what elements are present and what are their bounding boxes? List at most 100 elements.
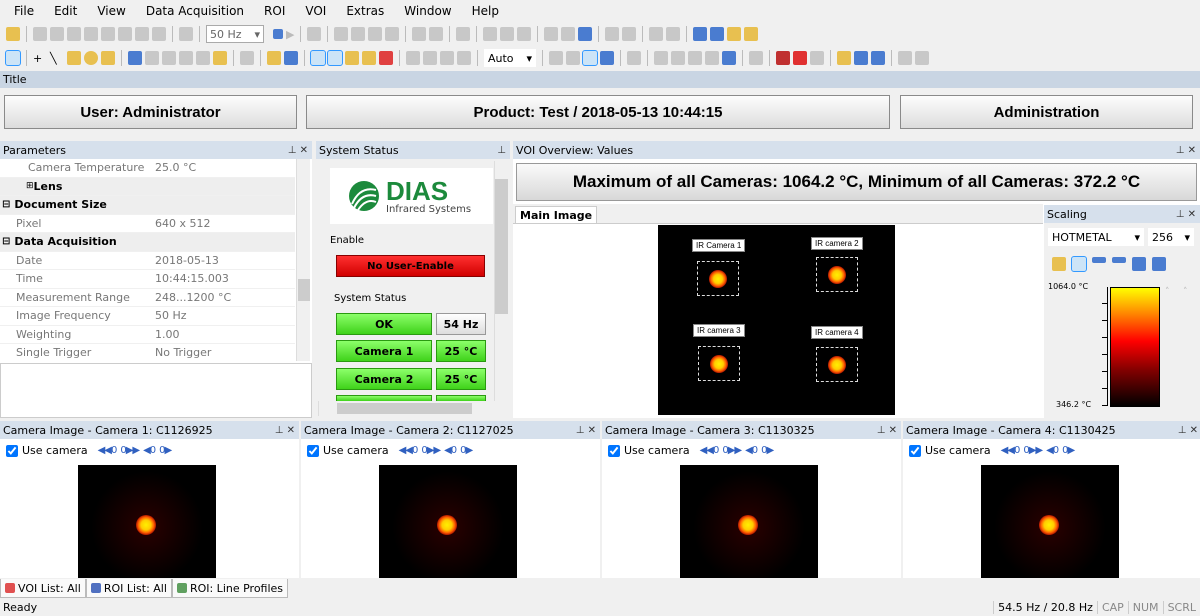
- roi-camera-3[interactable]: [698, 346, 740, 381]
- properties-icon[interactable]: [240, 51, 254, 65]
- forward-icon[interactable]: [351, 27, 366, 41]
- layout-icon[interactable]: [6, 27, 20, 41]
- scale-top-icon[interactable]: [1092, 257, 1106, 263]
- play-icon[interactable]: ▶: [286, 27, 295, 41]
- step-forward-icon[interactable]: 0▶: [159, 445, 172, 456]
- zoom-in-icon[interactable]: [549, 51, 563, 65]
- save-icon[interactable]: [284, 51, 298, 65]
- main-ir-image[interactable]: IR Camera 1 IR camera 2 IR camera 3 IR c…: [658, 225, 895, 415]
- select-all-icon[interactable]: [213, 51, 227, 65]
- menu-view[interactable]: View: [97, 3, 126, 18]
- collapse-icon[interactable]: ⊟: [2, 236, 11, 248]
- pin-icon[interactable]: ⊥: [497, 144, 506, 156]
- step-back-icon[interactable]: ◀0: [444, 445, 457, 456]
- step-back-icon[interactable]: [368, 27, 383, 41]
- camera-ir-image[interactable]: [379, 465, 517, 578]
- menu-file[interactable]: File: [14, 3, 35, 18]
- arrange-3-icon[interactable]: [440, 51, 454, 65]
- ellipse-icon[interactable]: [84, 51, 98, 65]
- arrange-1-icon[interactable]: [406, 51, 420, 65]
- pin-close-icons[interactable]: ⊥ ✕: [1177, 424, 1198, 436]
- undo-icon[interactable]: [128, 51, 142, 65]
- menu-help[interactable]: Help: [471, 3, 499, 18]
- arrange-2-icon[interactable]: [423, 51, 437, 65]
- pin-close-icons[interactable]: ⊥ ✕: [287, 144, 308, 156]
- crosshair-icon[interactable]: +: [33, 51, 43, 65]
- forward-icon[interactable]: 0▶▶: [722, 445, 742, 456]
- voi-avg-icon[interactable]: [810, 51, 824, 65]
- property-row[interactable]: ⊟ Document Size: [0, 196, 295, 215]
- step-forward-icon[interactable]: [385, 27, 400, 41]
- import-icon[interactable]: [727, 27, 742, 41]
- property-row[interactable]: Time 10:44:15.003: [0, 270, 295, 289]
- step-back-icon[interactable]: ◀0: [745, 445, 758, 456]
- arrow-right-icon[interactable]: [710, 27, 725, 41]
- open-icon[interactable]: [267, 51, 281, 65]
- roi-camera-2[interactable]: [816, 257, 858, 292]
- scroll-thumb[interactable]: [337, 403, 472, 414]
- no-user-enable-button[interactable]: No User-Enable: [336, 255, 485, 277]
- duplicate-icon[interactable]: [179, 51, 193, 65]
- system-status-vscroll[interactable]: [494, 161, 508, 401]
- scroll-thumb[interactable]: [495, 179, 508, 314]
- align-middle-icon[interactable]: [666, 27, 681, 41]
- arrange-4-icon[interactable]: [457, 51, 471, 65]
- menu-voi[interactable]: VOI: [305, 3, 327, 18]
- view-8-icon[interactable]: [152, 27, 166, 41]
- tab-main-image[interactable]: Main Image: [515, 206, 598, 224]
- flip-4-icon[interactable]: [705, 51, 719, 65]
- property-row[interactable]: Measurement Range 248...1200 °C: [0, 288, 295, 307]
- frequency-select[interactable]: 50 Hz ▾: [206, 25, 264, 43]
- window-icon[interactable]: [179, 27, 193, 41]
- forward-icon[interactable]: 0▶▶: [120, 445, 140, 456]
- camera-ir-image[interactable]: [680, 465, 818, 578]
- rectangle-icon[interactable]: [67, 51, 81, 65]
- tools-icon[interactable]: [622, 27, 637, 41]
- view-6-icon[interactable]: [118, 27, 132, 41]
- system-status-hscroll[interactable]: [318, 401, 494, 416]
- rewind-icon[interactable]: ◀◀0: [699, 445, 720, 456]
- pin-close-icons[interactable]: ⊥ ✕: [274, 424, 295, 436]
- roi-remove-icon[interactable]: [362, 51, 376, 65]
- scale-expand-icon[interactable]: [1132, 257, 1146, 271]
- property-grid[interactable]: Camera Temperature 25.0 °C ⊞ Lens ⊟ Documen…: [0, 159, 295, 361]
- grid-view-icon[interactable]: [627, 51, 641, 65]
- validate-all-icon[interactable]: [871, 51, 885, 65]
- pin-close-icons[interactable]: ⊥ ✕: [575, 424, 596, 436]
- text-v-icon[interactable]: [517, 27, 532, 41]
- flip-2-icon[interactable]: [671, 51, 685, 65]
- zoom-mode-select[interactable]: Auto ▾: [484, 49, 536, 67]
- product-button[interactable]: Product: Test / 2018-05-13 10:44:15: [306, 95, 890, 129]
- roi-camera-4[interactable]: [816, 347, 858, 382]
- polygon-icon[interactable]: [101, 51, 115, 65]
- flip-3-icon[interactable]: [688, 51, 702, 65]
- scale-bottom-icon[interactable]: [1112, 257, 1126, 263]
- roi-clear-icon[interactable]: [379, 51, 393, 65]
- palette-select[interactable]: HOTMETAL ▾: [1048, 228, 1144, 246]
- menu-window[interactable]: Window: [404, 3, 452, 18]
- roi-add-icon[interactable]: [345, 51, 359, 65]
- text-a-icon[interactable]: [483, 27, 498, 41]
- pin-close-icons[interactable]: ⊥ ✕: [876, 424, 897, 436]
- auto-scale-icon[interactable]: [1071, 256, 1087, 272]
- stop-icon[interactable]: [273, 29, 283, 39]
- zoom-out-icon[interactable]: [566, 51, 580, 65]
- scale-min-spinner[interactable]: ˄: [1183, 287, 1188, 297]
- fullscreen-icon[interactable]: [600, 51, 614, 65]
- view-3-icon[interactable]: [67, 27, 81, 41]
- forward-icon[interactable]: 0▶▶: [421, 445, 441, 456]
- rewind-icon[interactable]: ◀◀0: [1000, 445, 1021, 456]
- report-icon[interactable]: [837, 51, 851, 65]
- property-row[interactable]: ⊟ Data Acquisition: [0, 233, 295, 252]
- tab-line-profiles[interactable]: ROI: Line Profiles: [171, 579, 289, 598]
- align-top-icon[interactable]: [649, 27, 664, 41]
- property-row[interactable]: ⊞ Lens: [0, 177, 295, 196]
- property-row[interactable]: Camera Temperature 25.0 °C: [0, 159, 295, 178]
- rewind-icon[interactable]: ◀◀0: [398, 445, 419, 456]
- roi-edit-icon[interactable]: [327, 50, 343, 66]
- pin-close-icons[interactable]: ⊥ ✕: [1175, 208, 1196, 220]
- rewind-icon[interactable]: [334, 27, 349, 41]
- rewind-icon[interactable]: ◀◀0: [97, 445, 118, 456]
- voi-min-icon[interactable]: [793, 51, 807, 65]
- property-row[interactable]: Pixel 640 x 512: [0, 214, 295, 233]
